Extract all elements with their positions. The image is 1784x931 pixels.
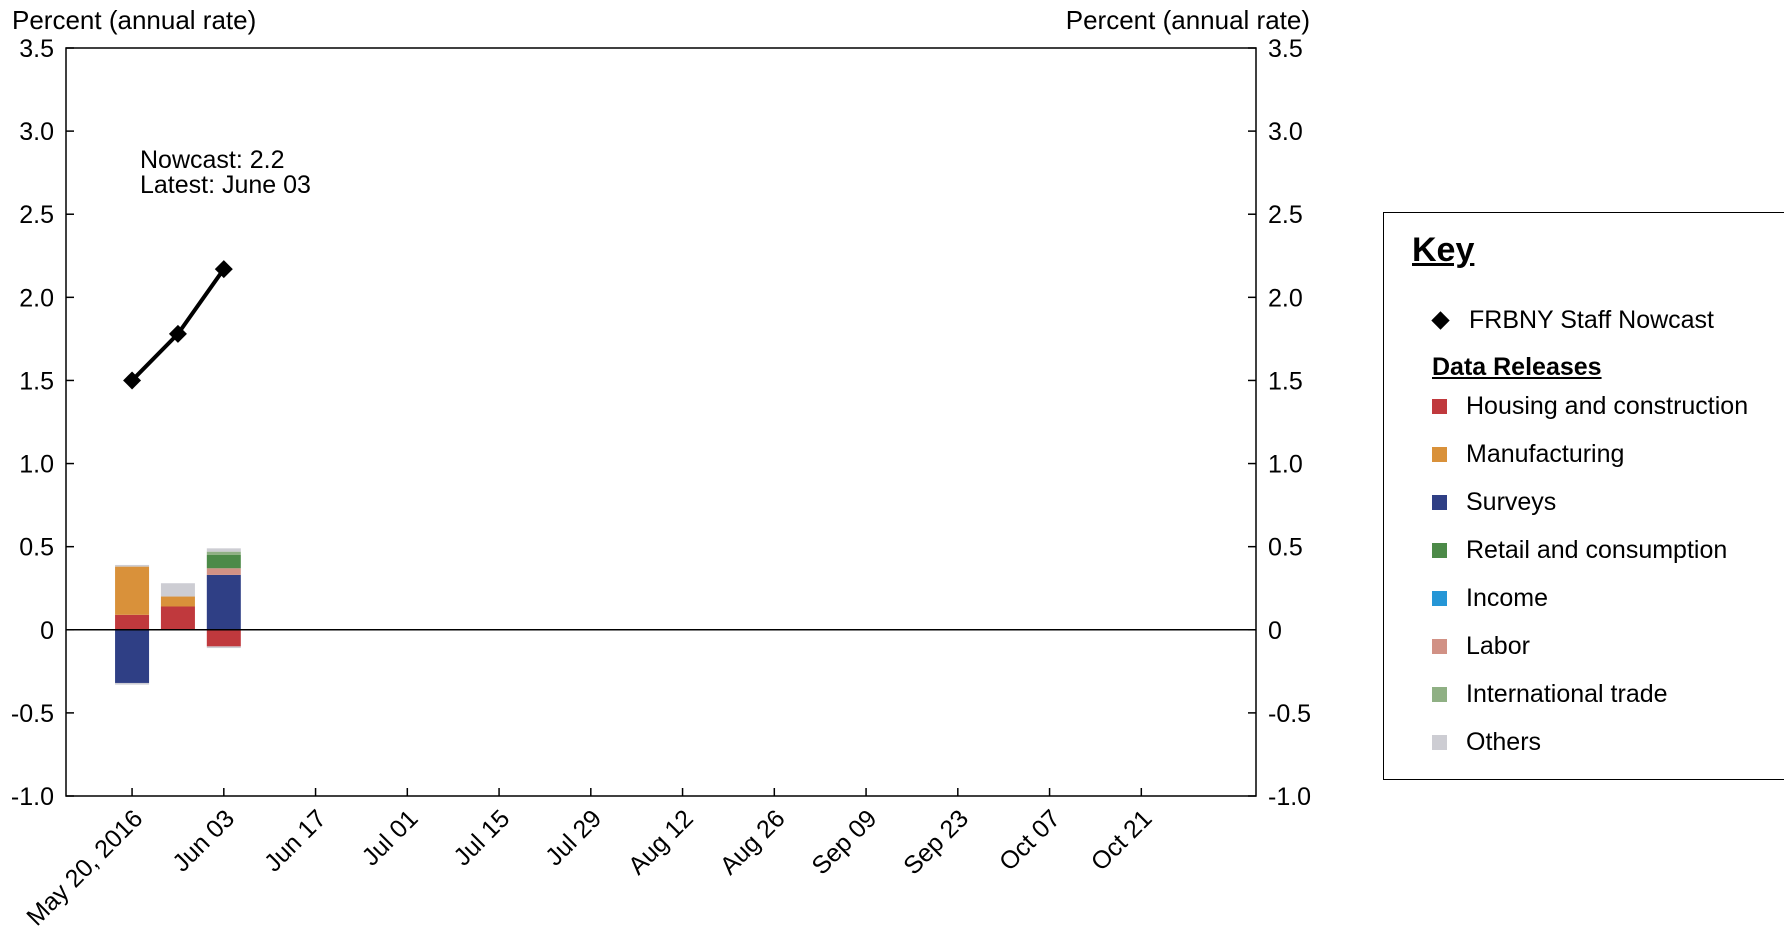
legend-swatch-icon bbox=[1432, 542, 1447, 558]
y-tick-label-left: 0.5 bbox=[19, 534, 54, 562]
y-tick-label-left: -1.0 bbox=[11, 783, 54, 811]
bar-segment bbox=[115, 629, 150, 683]
y-tick-label-left: 3.0 bbox=[19, 118, 54, 146]
plot-frame bbox=[65, 47, 1257, 797]
legend-item: International trade bbox=[1432, 679, 1668, 709]
y-tick-label-left: 0 bbox=[40, 617, 54, 645]
y-tick-label-right: 3.5 bbox=[1268, 35, 1303, 63]
legend-item: Labor bbox=[1432, 631, 1530, 661]
x-tick-label: Sep 09 bbox=[806, 804, 882, 880]
nowcast-line bbox=[130, 267, 226, 382]
x-tick-label: Jul 29 bbox=[540, 804, 607, 871]
x-tick-label: Oct 21 bbox=[1086, 804, 1158, 876]
legend-item: Others bbox=[1432, 727, 1541, 757]
legend-item: Surveys bbox=[1432, 487, 1556, 517]
legend-label: Retail and consumption bbox=[1466, 535, 1728, 564]
y-tick-label-right: 1.5 bbox=[1268, 367, 1303, 395]
bar-segment bbox=[160, 596, 195, 607]
x-tick-label: May 20, 2016 bbox=[21, 804, 148, 931]
bar-group bbox=[115, 548, 241, 685]
bar-segment bbox=[115, 614, 150, 630]
nowcast-point bbox=[168, 324, 187, 343]
legend-label: Manufacturing bbox=[1466, 439, 1625, 468]
bar-segment bbox=[206, 568, 241, 575]
bar-segment bbox=[206, 551, 241, 555]
axis-ticks bbox=[66, 47, 1256, 797]
y-tick-label-right: -0.5 bbox=[1268, 700, 1311, 728]
diamond-marker-icon bbox=[1431, 310, 1450, 330]
bar-segment bbox=[115, 564, 150, 567]
y-axis-title-left: Percent (annual rate) bbox=[12, 5, 256, 35]
nowcast-point bbox=[123, 371, 142, 390]
y-tick-label-left: 3.5 bbox=[19, 35, 54, 63]
legend-label: Surveys bbox=[1466, 487, 1557, 516]
y-tick-label-left: -0.5 bbox=[11, 700, 54, 728]
legend-key: Key FRBNY Staff Nowcast Data Releases Ho… bbox=[1383, 212, 1784, 780]
legend-label: Income bbox=[1466, 583, 1548, 612]
legend-label: Labor bbox=[1466, 631, 1530, 660]
legend-data-releases-title: Data Releases bbox=[1432, 353, 1602, 381]
x-tick-label: Jul 15 bbox=[448, 804, 515, 871]
bar-segment bbox=[115, 682, 150, 685]
x-tick-labels: May 20, 2016 Jun 03 Jun 17 Jul 01 Jul 15 Jul … bbox=[21, 804, 1157, 931]
legend-item: Retail and consumption bbox=[1432, 535, 1727, 565]
bar-segment bbox=[206, 574, 241, 630]
legend-item: Housing and construction bbox=[1432, 391, 1748, 421]
legend-title: Key bbox=[1412, 231, 1475, 269]
legend-swatch-icon bbox=[1432, 494, 1447, 510]
nowcast-annotation-line1: Nowcast: 2.2 bbox=[140, 146, 285, 174]
legend-swatch-icon bbox=[1432, 686, 1447, 702]
y-tick-label-right: 2.0 bbox=[1268, 284, 1303, 312]
x-tick-label: Aug 12 bbox=[623, 804, 699, 880]
y-tick-label-right: 0.5 bbox=[1268, 534, 1303, 562]
legend-swatch-icon bbox=[1432, 734, 1447, 750]
bar-segment bbox=[160, 606, 195, 630]
nowcast-annotation-line2: Latest: June 03 bbox=[140, 171, 311, 199]
y-tick-labels-left: 3.5 3.0 2.5 2.0 1.5 1.0 0.5 0 -0.5 -1.0 bbox=[11, 35, 54, 811]
x-tick-label: Jun 03 bbox=[167, 804, 240, 877]
bar-segment bbox=[206, 646, 241, 649]
legend-swatch-icon bbox=[1432, 590, 1447, 606]
legend-swatch-icon bbox=[1432, 638, 1447, 654]
x-tick-label: Oct 07 bbox=[994, 804, 1066, 876]
legend-label: International trade bbox=[1466, 679, 1668, 708]
legend-item: Income bbox=[1432, 583, 1548, 613]
bar-segment bbox=[206, 629, 241, 647]
y-tick-label-right: 0 bbox=[1268, 617, 1282, 645]
y-tick-labels-right: 3.5 3.0 2.5 2.0 1.5 1.0 0.5 0 -0.5 -1.0 bbox=[1268, 35, 1311, 811]
legend-label: FRBNY Staff Nowcast bbox=[1469, 305, 1714, 334]
x-tick-label: Jul 01 bbox=[357, 804, 424, 871]
legend-label: Others bbox=[1466, 727, 1542, 756]
y-tick-label-left: 2.5 bbox=[19, 201, 54, 229]
x-tick-label: Jun 17 bbox=[259, 804, 332, 877]
y-tick-label-right: 2.5 bbox=[1268, 201, 1303, 229]
nowcast-series bbox=[123, 260, 233, 390]
bar-segment bbox=[206, 554, 241, 569]
y-tick-label-left: 1.0 bbox=[19, 451, 54, 479]
x-tick-label: Sep 23 bbox=[898, 804, 974, 880]
y-tick-label-right: 3.0 bbox=[1268, 118, 1303, 146]
legend-label: Housing and construction bbox=[1466, 391, 1749, 420]
legend-swatch-icon bbox=[1432, 446, 1447, 462]
bar-segment bbox=[115, 566, 150, 615]
x-tick-label: Aug 26 bbox=[715, 804, 791, 880]
nowcast-chart: Percent (annual rate) Percent (annual ra… bbox=[11, 5, 1311, 931]
y-tick-label-right: -1.0 bbox=[1268, 783, 1311, 811]
legend-item-nowcast: FRBNY Staff Nowcast bbox=[1431, 305, 1714, 335]
legend-item: Manufacturing bbox=[1432, 439, 1624, 469]
bar-segment bbox=[206, 548, 241, 552]
y-tick-label-left: 2.0 bbox=[19, 284, 54, 312]
y-tick-label-right: 1.0 bbox=[1268, 451, 1303, 479]
y-axis-title-right: Percent (annual rate) bbox=[1066, 5, 1310, 35]
legend-swatch-icon bbox=[1432, 398, 1447, 414]
nowcast-point bbox=[214, 260, 233, 279]
y-tick-label-left: 1.5 bbox=[19, 367, 54, 395]
bar-segment bbox=[160, 583, 195, 597]
